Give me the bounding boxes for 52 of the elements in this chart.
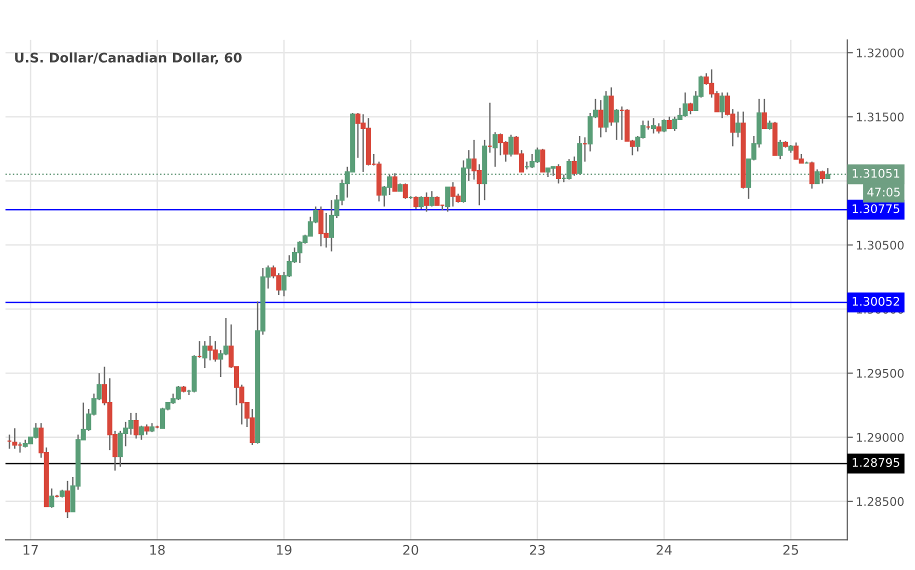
x-tick-label: 23: [530, 544, 545, 555]
candlestick: [572, 156, 577, 176]
candlestick: [508, 134, 514, 158]
x-tick-label: 20: [403, 544, 418, 555]
x-tick-label: 25: [783, 544, 798, 555]
candlestick: [556, 164, 562, 184]
candlestick: [392, 172, 398, 192]
ref-line-label: 1.30775: [852, 204, 900, 214]
candlestick: [662, 118, 667, 133]
candlestick: [688, 102, 694, 115]
ref-line-label: 1.28795: [852, 458, 900, 467]
x-tick-label: 19: [277, 544, 292, 555]
candlestick: [666, 116, 672, 130]
candlestick: [445, 186, 450, 212]
candlestick: [809, 160, 814, 190]
candlestick: [720, 92, 725, 119]
candlestick: [825, 167, 830, 180]
candlestick: [820, 170, 825, 184]
candlestick: [64, 480, 70, 519]
candlestick: [540, 148, 546, 173]
ref-line-label: 1.30052: [852, 296, 900, 306]
candlestick: [614, 108, 620, 141]
candlestick: [49, 488, 54, 508]
candlestick: [762, 98, 767, 130]
text: 47:05: [867, 188, 900, 197]
candlestick: [402, 182, 408, 200]
candlestick: [138, 425, 144, 441]
candlestick: [429, 190, 434, 208]
candlestick: [144, 424, 150, 436]
candlestick: [424, 192, 430, 212]
y-tick-label: 1.32000: [856, 48, 904, 58]
y-tick-label: 1.28500: [856, 497, 904, 506]
candlestick: [598, 99, 604, 138]
candlestick: [134, 412, 139, 440]
x-tick-label: 17: [24, 545, 38, 555]
candlestick: [778, 139, 783, 160]
candlestick: [656, 122, 662, 134]
candlestick: [814, 168, 820, 184]
y-tick-label: 1.29500: [856, 368, 904, 378]
candlestick: [202, 340, 208, 369]
y-tick-label: 1.29000: [856, 432, 904, 442]
x-tick-label: 18: [150, 544, 165, 555]
candlestick: [735, 110, 741, 138]
x-tick-label: 24: [656, 544, 672, 555]
text: U.S. Dollar/Canadian Dollar, 60: [15, 52, 242, 64]
candlestick: [418, 196, 424, 210]
y-tick-label: 1.31500: [856, 112, 904, 122]
candlestick: [413, 196, 418, 210]
y-tick-label: 1.30500: [856, 240, 904, 250]
ref-line-label: 1.31051: [852, 168, 900, 178]
candlestick: [492, 131, 498, 168]
candlestick: [651, 117, 656, 134]
